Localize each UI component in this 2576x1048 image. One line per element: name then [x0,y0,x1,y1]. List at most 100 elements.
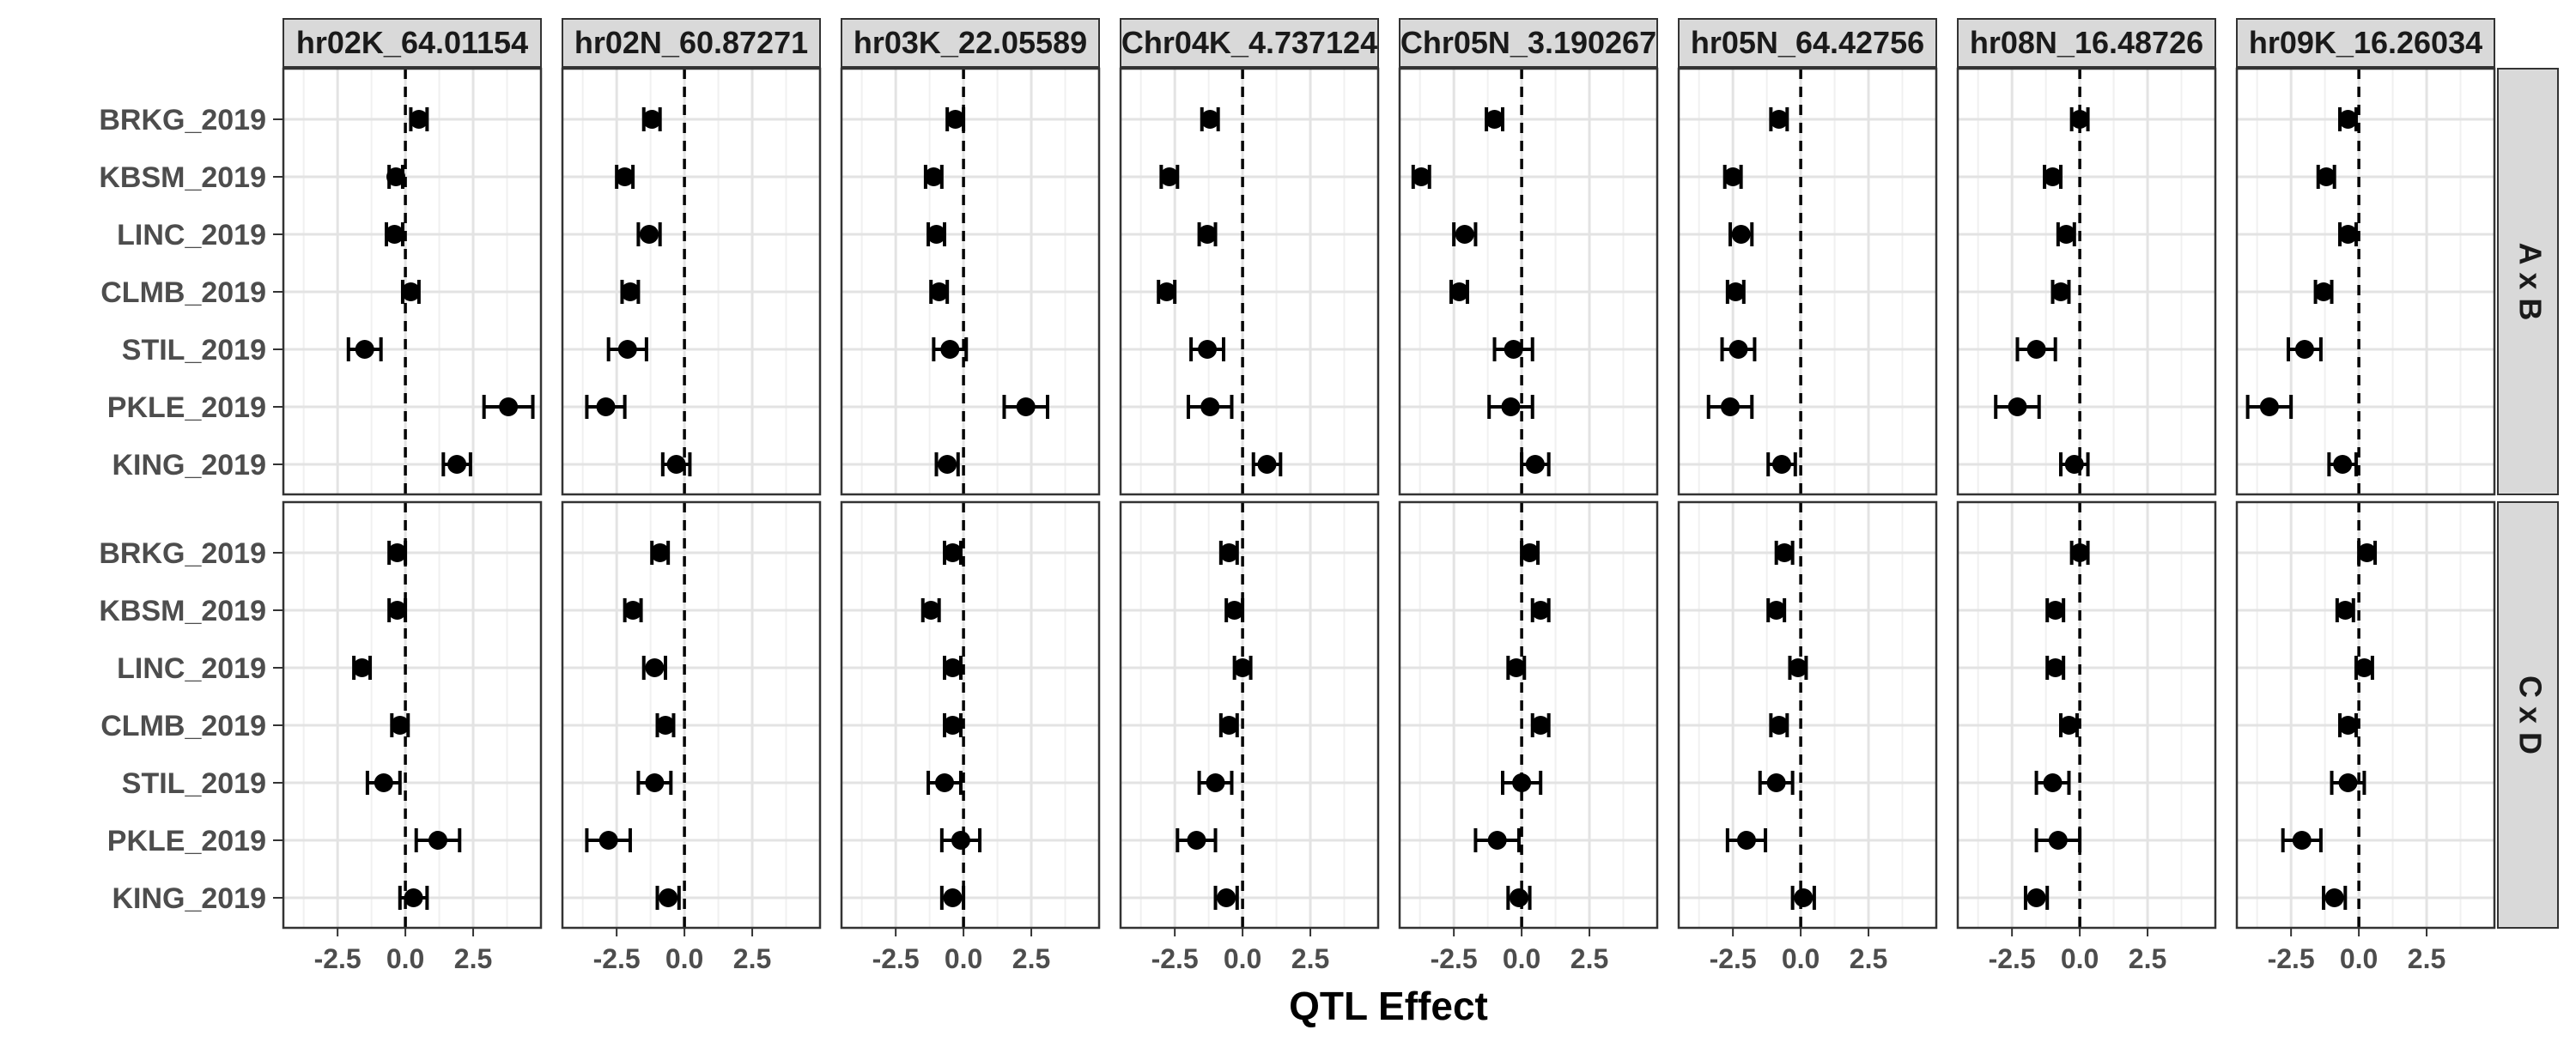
y-tick-label: KBSM_2019 [99,161,266,194]
estimate-with-ci [623,598,643,622]
point-estimate [2338,773,2358,792]
estimate-with-ci [386,165,406,189]
point-estimate [1157,282,1176,301]
estimate-with-ci [1501,771,1543,795]
estimate-with-ci [482,395,535,419]
estimate-with-ci [2050,280,2071,304]
x-tick-label: -2.5 [1431,943,1478,974]
estimate-with-ci [939,828,982,852]
estimate-with-ci [1722,165,1743,189]
estimate-with-ci [2069,541,2090,565]
x-tick-label: 2.5 [1291,943,1329,974]
x-tick-label: 2.5 [454,943,492,974]
column-strip-background [841,18,1100,68]
point-estimate [1794,888,1814,907]
point-estimate [615,167,635,186]
column-strip-background [283,18,542,68]
panel-background [562,69,820,494]
panel-background [1679,502,1936,928]
panel-border [840,500,1101,930]
point-estimate [2064,455,2084,474]
panel-background [2237,69,2494,494]
point-estimate [659,888,678,907]
estimate-with-ci [2338,713,2358,737]
estimate-with-ci [409,107,429,131]
row-strip-background [2497,68,2559,495]
column-strip-label: hr02N_60.87271 [574,25,808,60]
x-axis-labels: -2.5 0.0 2.5 -2.5 0.0 2.5 -2.5 0.0 2.5 -2.5 0.0 2.5… [314,928,2445,974]
panel [1956,500,2217,930]
estimate-with-ci [1218,541,1239,565]
estimate-with-ci [1728,222,1754,246]
x-tick-label: -2.5 [1710,943,1757,974]
column-strip: Chr05N_3.190267 [1399,18,1658,68]
estimate-with-ci [655,886,681,910]
estimate-with-ci [1189,337,1225,361]
point-estimate [2057,225,2076,244]
point-estimate [924,167,944,186]
estimate-with-ci [1790,886,1816,910]
y-tick-label: PKLE_2019 [107,825,266,857]
column-strip: hr02N_60.87271 [562,18,821,68]
panel [561,500,822,930]
x-tick-label: 2.5 [2129,943,2166,974]
estimate-with-ci [2357,541,2378,565]
y-axis-labels: BRKG_2019 KBSM_2019 LINC_2019 CLMB_2019 STIL… [99,104,283,915]
column-strip: hr02K_64.01154 [283,18,542,68]
y-tick-label: CLMB_2019 [100,276,266,309]
point-estimate [1504,340,1523,359]
column-strip-background [1678,18,1937,68]
estimate-with-ci [390,713,410,737]
point-estimate [1487,831,1507,850]
point-estimate [390,716,410,735]
point-estimate [1788,658,1807,677]
point-estimate [1198,225,1218,244]
column-strip-background [562,18,821,68]
estimate-with-ci [945,107,966,131]
panel-background [283,502,541,928]
estimate-with-ci [1232,656,1253,680]
x-tick-label: 0.0 [945,943,982,974]
estimate-with-ci [1506,886,1532,910]
panel [840,67,1101,496]
point-estimate [1520,543,1540,562]
panel-border [1398,67,1659,496]
column-strip-background [1957,18,2216,68]
estimate-with-ci [346,337,383,361]
estimate-with-ci [606,337,648,361]
estimate-with-ci [615,165,635,189]
panel-border [2235,67,2496,496]
estimate-with-ci [1758,771,1795,795]
point-estimate [2338,225,2358,244]
column-strip: hr08N_16.48726 [1957,18,2216,68]
y-tick-label: KING_2019 [112,882,266,915]
column-strip-label: hr03K_22.05589 [854,25,1087,60]
panel-background [841,502,1099,928]
x-tick-label: 0.0 [665,943,703,974]
estimate-with-ci [934,452,960,476]
estimate-with-ci [1725,280,1746,304]
estimate-with-ci [1506,656,1527,680]
point-estimate [2070,543,2090,562]
x-tick-label: 0.0 [1782,943,1820,974]
panel-background [1958,502,2215,928]
point-estimate [1485,110,1504,129]
point-estimate [374,773,393,792]
panel-border [1119,67,1380,496]
point-estimate [2336,601,2355,620]
column-strip-label: Chr04K_4.737124 [1121,25,1377,60]
column-strip-label: hr08N_16.48726 [1970,25,2203,60]
point-estimate [2354,658,2374,677]
point-estimate [951,831,970,850]
estimate-with-ci [1176,828,1218,852]
point-estimate [1219,543,1239,562]
point-estimate [617,340,637,359]
panel-border [561,500,822,930]
estimate-with-ci [2354,656,2374,680]
column-strip-label: hr09K_16.26034 [2249,25,2482,60]
point-estimate [1506,658,1526,677]
point-estimate [1501,397,1521,416]
point-estimate [943,716,963,735]
estimate-with-ci [2056,222,2076,246]
point-estimate [2259,397,2279,416]
